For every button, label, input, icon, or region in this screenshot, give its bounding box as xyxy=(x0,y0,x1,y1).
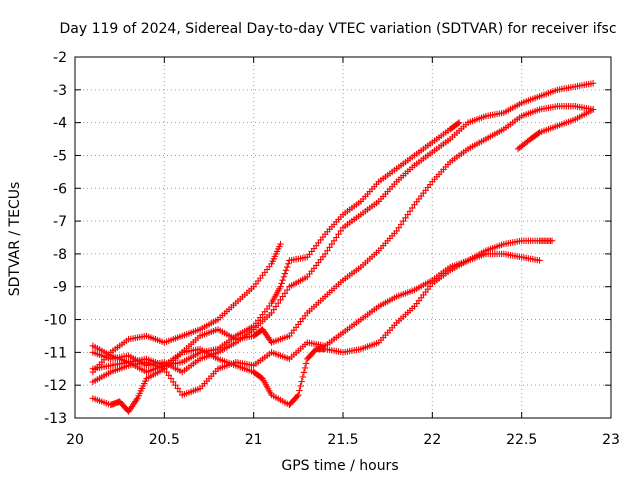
data-series xyxy=(89,80,597,415)
data-point xyxy=(335,231,342,238)
data-point xyxy=(278,280,285,287)
data-point xyxy=(294,393,301,400)
y-tick-label: -4 xyxy=(53,116,67,132)
y-tick-label: -11 xyxy=(44,345,67,361)
data-point xyxy=(535,130,542,137)
data-point xyxy=(300,369,308,376)
data-point xyxy=(170,378,177,386)
data-point xyxy=(326,244,333,251)
data-point xyxy=(279,293,286,300)
data-point xyxy=(333,234,340,241)
data-point xyxy=(296,387,303,394)
series-track-6 xyxy=(89,237,556,409)
data-point xyxy=(297,382,304,390)
data-point xyxy=(163,368,170,376)
data-point xyxy=(589,80,597,87)
y-axis: -2 -3 -4 -5 -6 -7 -8 -9 -10 -11 -12 -13 xyxy=(44,50,611,427)
data-point xyxy=(295,391,302,399)
data-point xyxy=(393,227,400,235)
data-point xyxy=(454,120,462,127)
chart-title: Day 119 of 2024, Sidereal Day-to-day VTE… xyxy=(59,21,616,37)
data-point xyxy=(283,263,291,271)
y-tick-label: -3 xyxy=(53,83,67,99)
data-point xyxy=(400,217,407,225)
data-point xyxy=(302,360,310,367)
data-point xyxy=(298,378,305,385)
data-point xyxy=(409,204,416,212)
x-tick-label: 21 xyxy=(245,432,263,448)
data-point xyxy=(277,296,284,304)
data-point xyxy=(330,237,338,244)
data-point xyxy=(337,227,344,235)
data-point xyxy=(455,119,463,126)
data-point xyxy=(299,373,306,381)
data-point xyxy=(275,299,282,307)
data-point xyxy=(279,276,286,284)
y-tick-label: -6 xyxy=(53,181,67,197)
data-point xyxy=(270,306,277,313)
data-point xyxy=(397,221,405,228)
data-point xyxy=(176,388,184,395)
y-tick-label: -13 xyxy=(44,411,67,427)
x-tick-label: 23 xyxy=(602,432,620,448)
x-tick-label: 22.5 xyxy=(506,432,537,448)
data-point xyxy=(324,247,331,254)
data-point xyxy=(277,283,284,290)
data-point xyxy=(167,375,175,382)
series-track-7 xyxy=(514,106,597,153)
data-point xyxy=(282,267,290,274)
y-tick-label: -12 xyxy=(44,378,67,394)
y-tick-label: -10 xyxy=(44,313,67,329)
grid-lines xyxy=(75,57,611,418)
x-axis: 20 20.5 21 21.5 22 22.5 23 xyxy=(66,57,620,448)
data-point xyxy=(281,270,289,277)
data-point xyxy=(406,208,414,215)
data-point xyxy=(589,106,597,113)
data-point xyxy=(283,286,291,294)
y-tick-label: -8 xyxy=(53,247,67,263)
data-point xyxy=(174,385,181,392)
x-axis-label: GPS time / hours xyxy=(281,458,398,474)
x-tick-label: 20 xyxy=(66,432,84,448)
x-tick-label: 22 xyxy=(423,432,441,448)
data-point xyxy=(321,250,329,258)
data-point xyxy=(404,211,411,218)
data-point xyxy=(272,303,280,310)
data-point xyxy=(285,260,292,267)
data-point xyxy=(301,364,309,372)
data-point xyxy=(165,372,172,379)
data-point xyxy=(548,237,556,244)
data-point xyxy=(280,273,288,281)
data-point xyxy=(281,290,289,297)
data-point xyxy=(536,257,543,264)
data-point xyxy=(268,309,275,317)
x-tick-label: 21.5 xyxy=(327,432,358,448)
y-tick-label: -9 xyxy=(53,280,67,296)
data-point xyxy=(328,240,336,248)
y-tick-label: -7 xyxy=(53,214,67,230)
data-point xyxy=(395,224,403,231)
y-axis-label: SDTVAR / TECUs xyxy=(7,182,23,297)
x-tick-label: 20.5 xyxy=(149,432,180,448)
data-point xyxy=(277,240,284,248)
series-track-3 xyxy=(89,80,597,376)
data-point xyxy=(172,381,179,389)
y-tick-label: -2 xyxy=(53,50,67,66)
data-point xyxy=(402,214,409,222)
y-tick-label: -5 xyxy=(53,148,67,164)
